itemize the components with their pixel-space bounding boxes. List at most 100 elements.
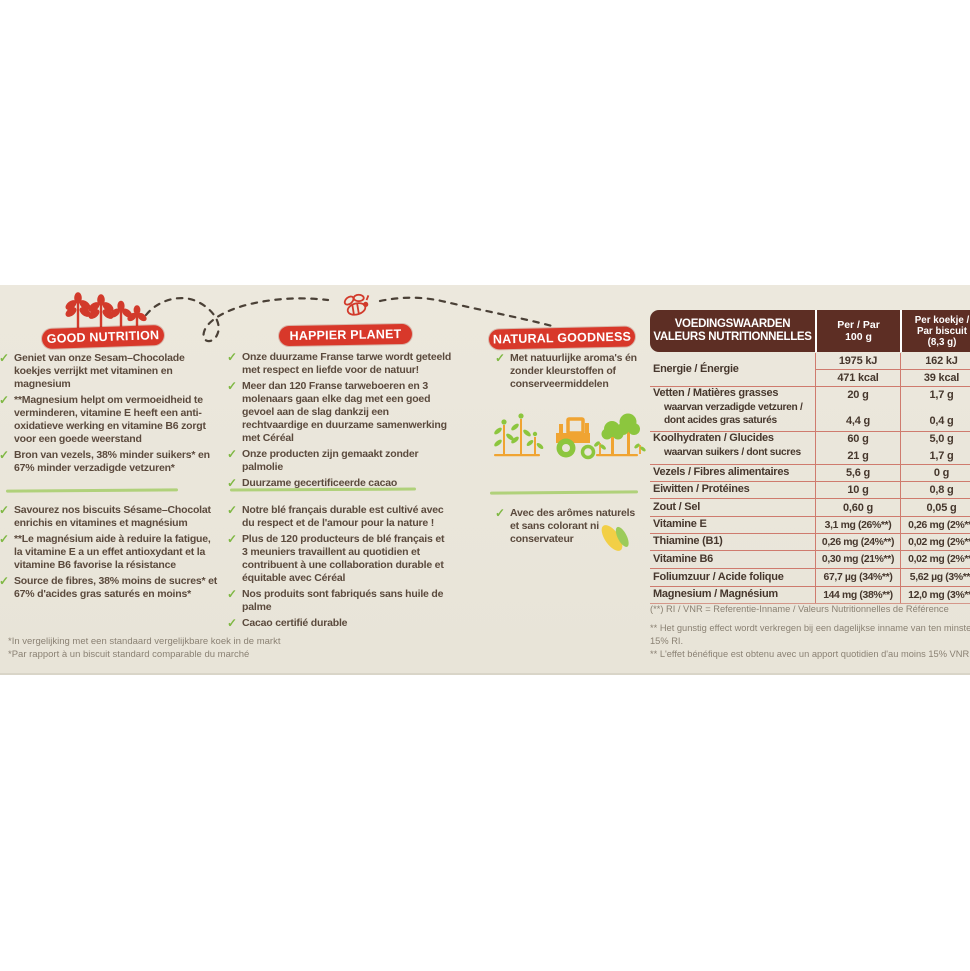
table-row: Magnesium / Magnésium 144 mg (38%**) 12,… — [650, 586, 970, 604]
check-icon: ✓ — [0, 448, 10, 462]
table-row: Eiwitten / Protéines 10 g 0,8 g — [650, 481, 970, 498]
row-value-biscuit: 0 g — [900, 465, 970, 481]
row-value-100g: 60 g 21 g — [815, 432, 900, 464]
row-value-biscuit: 12,0 mg (3%**) — [900, 587, 970, 603]
row-label: Thiamine (B1) — [653, 535, 723, 548]
check-icon: ✓ — [0, 351, 10, 365]
row-label-main: Vetten / Matières grasses — [653, 387, 779, 399]
per-biscuit-line2: Par biscuit — [916, 325, 968, 337]
bullet-text: Notre blé français durable est cultivé a… — [242, 504, 444, 529]
row-label-main: Koolhydraten / Glucides — [653, 432, 774, 444]
check-icon: ✓ — [227, 532, 238, 546]
check-icon: ✓ — [0, 393, 10, 407]
list-item: ✓ Geniet van onze Sesam–Chocolade koekjes… — [0, 352, 218, 391]
good-nutrition-french-list: ✓ Savourez nos biscuits Sésame–Chocolat e… — [0, 504, 218, 604]
check-icon: ✓ — [495, 351, 506, 365]
row-value-biscuit: 1,7 g 0,4 g — [900, 387, 970, 431]
table-row: Vetten / Matières grasses waarvan verzad… — [650, 386, 970, 431]
header-title-cell: VOEDINGSWAARDEN VALEURS NUTRITIONNELLES — [650, 310, 815, 352]
list-item: ✓ **Le magnésium aide à reduire la fatigu… — [0, 533, 218, 572]
row-value-100g: 1975 kJ 471 kcal — [815, 353, 900, 386]
row-value-100g: 67,7 µg (34%**) — [815, 569, 900, 586]
plant-leaves — [494, 413, 544, 449]
bullet-text: Onze producten zijn gemaakt zonder palmo… — [242, 448, 419, 473]
value-kj: 162 kJ — [901, 353, 970, 370]
natural-goodness-dutch-list: ✓ Met natuurlijke aroma's én zonder kleur… — [495, 351, 646, 394]
tractor-icon — [556, 417, 596, 460]
row-label: Vetten / Matières grasses waarvan verzad… — [650, 387, 815, 431]
value-main: 60 g — [847, 433, 869, 445]
table-row: Energie / Énergie 1975 kJ 471 kcal 162 k… — [650, 353, 970, 386]
nutrition-table: VOEDINGSWAARDEN VALEURS NUTRITIONNELLES … — [650, 310, 970, 604]
list-item: ✓ **Magnesium helpt om vermoeidheid te ve… — [0, 394, 218, 446]
value-kj: 1975 kJ — [816, 353, 900, 370]
list-item: ✓ Plus de 120 producteurs de blé français… — [227, 532, 452, 585]
list-item: ✓ Avec des arômes naturels et sans colora… — [495, 507, 646, 546]
bee-icon — [343, 293, 370, 316]
value-sub: 1,7 g — [929, 450, 954, 462]
bullet-text: Meer dan 120 Franse tarweboeren en 3 mol… — [242, 380, 447, 444]
bullet-text: Avec des arômes naturels et sans coloran… — [510, 507, 635, 545]
row-value-100g: 0,30 mg (21%**) — [815, 551, 900, 568]
table-row: Koolhydraten / Glucides waarvan suikers … — [650, 431, 970, 464]
list-item: ✓ Notre blé français durable est cultivé … — [227, 503, 452, 530]
row-value-100g: 3,1 mg (26%**) — [815, 517, 900, 533]
list-item: ✓ Cacao certifié durable — [227, 617, 452, 630]
value-main: 1,7 g — [929, 389, 954, 401]
bullet-text: Onze duurzame Franse tarwe wordt geteeld… — [242, 351, 452, 376]
value-main: 5,0 g — [929, 433, 954, 445]
bullet-text: Cacao certifié durable — [242, 617, 348, 629]
natural-goodness-badge: NATURAL GOODNESS — [488, 326, 636, 350]
bullet-text: Plus de 120 producteurs de blé français … — [242, 533, 445, 584]
table-row: Foliumzuur / Acide folique 67,7 µg (34%*… — [650, 568, 970, 586]
good-nutrition-dutch-list: ✓ Geniet van onze Sesam–Chocolade koekjes… — [0, 352, 218, 478]
packaging-panel: GOOD NUTRITION HAPPIER PLANET NATURAL GO… — [0, 285, 970, 675]
bullet-text: Savourez nos biscuits Sésame–Chocolat en… — [14, 504, 211, 529]
list-item: ✓ Bron van vezels, 38% minder suikers* en… — [0, 449, 218, 475]
value-main: 20 g — [847, 389, 869, 401]
row-label-sub: waarvan verzadigde vetzuren / — [664, 401, 803, 413]
header-per-biscuit-cell: Per koekje / Par biscuit (8,3 g) — [900, 310, 970, 352]
row-value-100g: 144 mg (38%**) — [815, 587, 900, 603]
list-item: ✓ Savourez nos biscuits Sésame–Chocolat e… — [0, 504, 218, 530]
row-label: Vezels / Fibres alimentaires — [653, 466, 790, 479]
bullet-text: Source de fibres, 38% moins de sucres* e… — [14, 575, 218, 600]
check-icon: ✓ — [0, 532, 10, 546]
wheat-sprigs-icon — [65, 292, 147, 330]
list-item: ✓ Nos produits sont fabriqués sans huile … — [227, 588, 452, 614]
list-item: ✓ Meer dan 120 Franse tarweboeren en 3 mo… — [227, 379, 452, 445]
happier-planet-dutch-list: ✓ Onze duurzame Franse tarwe wordt geteel… — [227, 350, 452, 493]
table-row: Zout / Sel 0,60 g 0,05 g — [650, 498, 970, 516]
row-value-100g: 5,6 g — [815, 465, 900, 481]
plant-stems — [503, 419, 536, 454]
list-item: ✓ Onze duurzame Franse tarwe wordt geteel… — [227, 350, 452, 377]
row-label: Koolhydraten / Glucides waarvan suikers … — [650, 432, 815, 464]
green-divider — [489, 490, 639, 495]
row-value-biscuit: 0,8 g — [900, 482, 970, 498]
footnote-ri-vnr: (**) RI / VNR = Referentie-Inname / Vale… — [650, 604, 949, 614]
header-title-nl: VOEDINGSWAARDEN — [674, 318, 791, 330]
table-row: Vitamine E 3,1 mg (26%**) 0,26 mg (2%**) — [650, 516, 970, 533]
bullet-text: Duurzame gecertificeerde cacao — [242, 477, 398, 489]
green-divider — [5, 488, 179, 493]
row-value-biscuit: 5,0 g 1,7 g — [900, 432, 970, 464]
per-100g-line2: 100 g — [845, 331, 872, 343]
bullet-text: Met natuurlijke aroma's én zonder kleurs… — [510, 352, 637, 390]
bullet-text: Bron van vezels, 38% minder suikers* en … — [14, 449, 210, 474]
bullet-text: Nos produits sont fabriqués sans huile d… — [242, 588, 444, 613]
row-label: Eiwitten / Protéines — [653, 483, 750, 496]
row-value-100g: 10 g — [815, 482, 900, 498]
comparison-footnotes: *In vergelijking met een standaard verge… — [8, 635, 308, 661]
table-row: Vitamine B6 0,30 mg (21%**) 0,02 mg (2%*… — [650, 550, 970, 568]
check-icon: ✓ — [227, 379, 238, 393]
check-icon: ✓ — [227, 503, 238, 517]
list-item: ✓ Duurzame gecertificeerde cacao — [227, 477, 452, 490]
header-title-fr: VALEURS NUTRITIONNELLES — [653, 331, 812, 343]
dashed-journey-line-2 — [378, 296, 554, 328]
footnote-fr: *Par rapport à un biscuit standard compa… — [8, 649, 250, 660]
check-icon: ✓ — [227, 350, 238, 364]
table-footnotes: (**) RI / VNR = Referentie-Inname / Vale… — [650, 603, 970, 661]
value-kcal: 39 kcal — [923, 372, 960, 384]
row-value-biscuit: 0,02 mg (2%**) — [900, 534, 970, 550]
